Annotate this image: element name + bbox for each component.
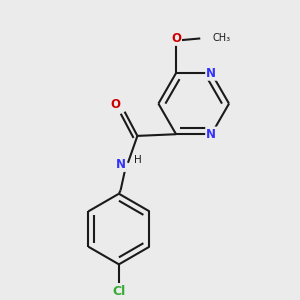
Text: O: O bbox=[171, 32, 181, 45]
Text: N: N bbox=[116, 158, 126, 171]
Text: CH₃: CH₃ bbox=[212, 33, 230, 43]
Text: H: H bbox=[134, 155, 141, 165]
Text: Cl: Cl bbox=[112, 285, 125, 298]
Text: N: N bbox=[206, 67, 216, 80]
Text: N: N bbox=[206, 128, 216, 141]
Text: O: O bbox=[110, 98, 120, 112]
